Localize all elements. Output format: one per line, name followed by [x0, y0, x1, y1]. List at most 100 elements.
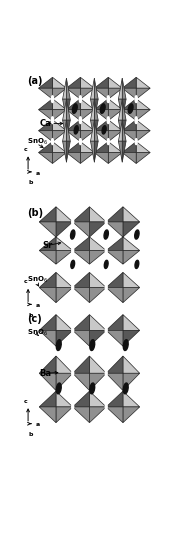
Polygon shape — [89, 407, 106, 423]
Polygon shape — [89, 237, 106, 251]
Polygon shape — [63, 78, 66, 99]
Polygon shape — [94, 88, 108, 99]
Polygon shape — [39, 130, 53, 141]
Polygon shape — [94, 141, 98, 162]
Circle shape — [105, 219, 107, 225]
Polygon shape — [53, 152, 66, 163]
Polygon shape — [89, 391, 106, 407]
Text: b: b — [29, 432, 33, 437]
Ellipse shape — [104, 260, 108, 269]
Polygon shape — [66, 120, 70, 141]
Ellipse shape — [71, 230, 75, 239]
Polygon shape — [39, 110, 53, 121]
Polygon shape — [63, 120, 66, 141]
Polygon shape — [63, 99, 66, 120]
Text: c: c — [23, 279, 27, 284]
Polygon shape — [63, 120, 66, 141]
Polygon shape — [53, 120, 66, 130]
Text: c: c — [23, 147, 27, 152]
Circle shape — [135, 96, 137, 103]
Polygon shape — [123, 251, 140, 264]
Polygon shape — [56, 391, 73, 407]
Polygon shape — [94, 120, 98, 141]
Text: b: b — [29, 180, 33, 185]
Polygon shape — [73, 407, 89, 423]
Polygon shape — [39, 141, 53, 152]
Polygon shape — [73, 222, 89, 237]
Polygon shape — [122, 99, 136, 110]
Polygon shape — [108, 78, 122, 88]
Polygon shape — [73, 251, 89, 264]
Text: a: a — [36, 423, 40, 428]
Ellipse shape — [74, 126, 78, 134]
Circle shape — [107, 139, 109, 145]
Text: Ca: Ca — [39, 119, 51, 128]
Polygon shape — [89, 373, 106, 390]
Circle shape — [135, 117, 137, 123]
Polygon shape — [123, 207, 140, 222]
Polygon shape — [73, 237, 89, 251]
Polygon shape — [106, 330, 123, 346]
Polygon shape — [106, 314, 123, 330]
Circle shape — [79, 139, 81, 145]
Ellipse shape — [56, 383, 61, 394]
Polygon shape — [66, 88, 80, 99]
Polygon shape — [122, 120, 126, 141]
Polygon shape — [80, 141, 94, 152]
Text: b: b — [29, 313, 33, 318]
Polygon shape — [106, 373, 123, 390]
Polygon shape — [89, 314, 106, 330]
Polygon shape — [39, 330, 56, 346]
Polygon shape — [108, 120, 122, 130]
Polygon shape — [73, 207, 89, 222]
Circle shape — [105, 404, 107, 410]
Polygon shape — [39, 152, 53, 163]
Text: Ba: Ba — [39, 369, 51, 378]
Polygon shape — [80, 78, 94, 88]
Polygon shape — [80, 88, 94, 99]
Ellipse shape — [100, 104, 105, 114]
Circle shape — [72, 219, 74, 225]
Circle shape — [105, 328, 107, 333]
Polygon shape — [106, 237, 123, 251]
Polygon shape — [122, 120, 126, 141]
Polygon shape — [39, 99, 53, 110]
Polygon shape — [56, 222, 73, 237]
Polygon shape — [136, 152, 150, 163]
Polygon shape — [73, 272, 89, 288]
Polygon shape — [73, 288, 89, 302]
Polygon shape — [56, 356, 73, 373]
Polygon shape — [106, 288, 123, 302]
Polygon shape — [94, 120, 98, 141]
Ellipse shape — [90, 340, 95, 351]
Ellipse shape — [123, 340, 128, 351]
Polygon shape — [136, 120, 150, 130]
Polygon shape — [39, 391, 56, 407]
Polygon shape — [108, 152, 122, 163]
Polygon shape — [53, 141, 66, 152]
Ellipse shape — [128, 104, 133, 114]
Polygon shape — [106, 222, 123, 237]
Text: SnO$_6$: SnO$_6$ — [27, 328, 48, 337]
Polygon shape — [66, 99, 80, 110]
Polygon shape — [94, 99, 98, 120]
Polygon shape — [118, 78, 122, 99]
Ellipse shape — [71, 260, 75, 269]
Ellipse shape — [56, 340, 61, 351]
Circle shape — [51, 139, 53, 145]
Polygon shape — [80, 120, 94, 130]
Polygon shape — [123, 407, 140, 423]
Polygon shape — [53, 99, 66, 110]
Polygon shape — [91, 141, 94, 162]
Polygon shape — [123, 222, 140, 237]
Text: a: a — [36, 171, 40, 176]
Polygon shape — [136, 130, 150, 141]
Polygon shape — [73, 373, 89, 390]
Polygon shape — [122, 141, 136, 152]
Ellipse shape — [90, 383, 95, 394]
Polygon shape — [136, 78, 150, 88]
Polygon shape — [39, 373, 56, 390]
Circle shape — [72, 404, 74, 410]
Polygon shape — [73, 330, 89, 346]
Polygon shape — [89, 288, 106, 302]
